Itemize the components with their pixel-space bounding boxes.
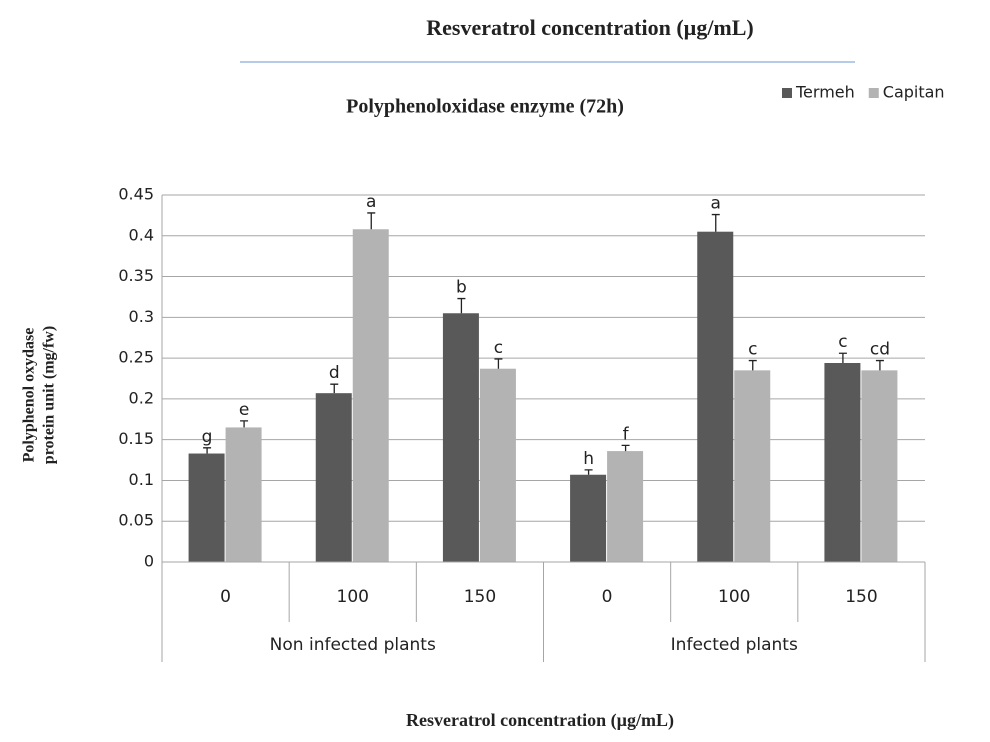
- data-label: e: [239, 400, 249, 420]
- group-label: Infected plants: [671, 635, 798, 655]
- error-bar: [876, 361, 884, 371]
- x-tick-label: 150: [464, 587, 496, 607]
- page: Resveratrol concentration (µg/mL) Polyph…: [0, 0, 990, 742]
- data-label: f: [623, 424, 630, 444]
- bar: [316, 393, 352, 562]
- group-label: Non infected plants: [270, 635, 436, 655]
- bar: [861, 370, 897, 562]
- data-label: c: [748, 340, 757, 360]
- bar: [443, 313, 479, 562]
- data-label: b: [456, 278, 467, 298]
- error-bar: [203, 448, 211, 454]
- data-label: d: [329, 363, 340, 383]
- bar: [697, 232, 733, 562]
- bar: [570, 475, 606, 562]
- data-label: a: [711, 194, 721, 214]
- x-tick-label: 100: [337, 587, 369, 607]
- data-label: a: [366, 192, 376, 212]
- x-tick-label: 0: [602, 587, 613, 607]
- x-tick-label: 100: [718, 587, 750, 607]
- legend-swatch: [782, 88, 792, 98]
- y-tick-label: 0.25: [118, 348, 154, 367]
- data-label: cd: [870, 340, 890, 360]
- data-label: c: [838, 332, 847, 352]
- chart-title: Polyphenoloxidase enzyme (72h): [346, 96, 624, 118]
- y-tick-label: 0.3: [129, 307, 154, 326]
- y-tick-label: 0.15: [118, 429, 154, 448]
- bar: [353, 229, 389, 562]
- header: Resveratrol concentration (µg/mL): [426, 15, 754, 40]
- legend-swatch: [869, 88, 879, 98]
- y-tick-label: 0.45: [118, 185, 154, 204]
- bar: [226, 427, 262, 562]
- y-tick-label: 0.05: [118, 511, 154, 530]
- error-bar: [457, 299, 465, 314]
- bar: [607, 451, 643, 562]
- error-bar: [494, 359, 502, 369]
- error-bar: [622, 445, 630, 451]
- x-tick-label: 0: [220, 587, 231, 607]
- bar: [824, 363, 860, 562]
- y-tick-label: 0.4: [129, 225, 154, 244]
- error-bar: [367, 213, 375, 229]
- y-tick-label: 0: [144, 552, 154, 571]
- y-tick-label: 0.2: [129, 388, 154, 407]
- data-label: g: [202, 427, 213, 447]
- y-axis-title: Polyphenol oxydase protein unit (mg/fw): [21, 326, 58, 464]
- y-label-line: Polyphenol oxydase: [21, 328, 38, 463]
- legend-label: Termeh: [795, 83, 855, 102]
- error-bar: [330, 384, 338, 393]
- y-label-line: protein unit (mg/fw): [41, 326, 58, 464]
- legend-label: Capitan: [883, 83, 945, 102]
- bar: [480, 369, 516, 562]
- bar: [189, 454, 225, 562]
- error-bar: [749, 361, 757, 371]
- x-axis-title: Resveratrol concentration (µg/mL): [406, 710, 674, 731]
- data-label: h: [583, 449, 594, 469]
- error-bar: [240, 421, 248, 428]
- data-label: c: [494, 338, 503, 358]
- y-tick-label: 0.1: [129, 470, 154, 489]
- y-tick-label: 0.35: [118, 266, 154, 285]
- x-tick-label: 150: [845, 587, 877, 607]
- bar: [734, 370, 770, 562]
- error-bar: [585, 470, 593, 475]
- error-bar: [712, 215, 720, 232]
- chart: Resveratrol concentration (µg/mL) Polyph…: [0, 0, 990, 742]
